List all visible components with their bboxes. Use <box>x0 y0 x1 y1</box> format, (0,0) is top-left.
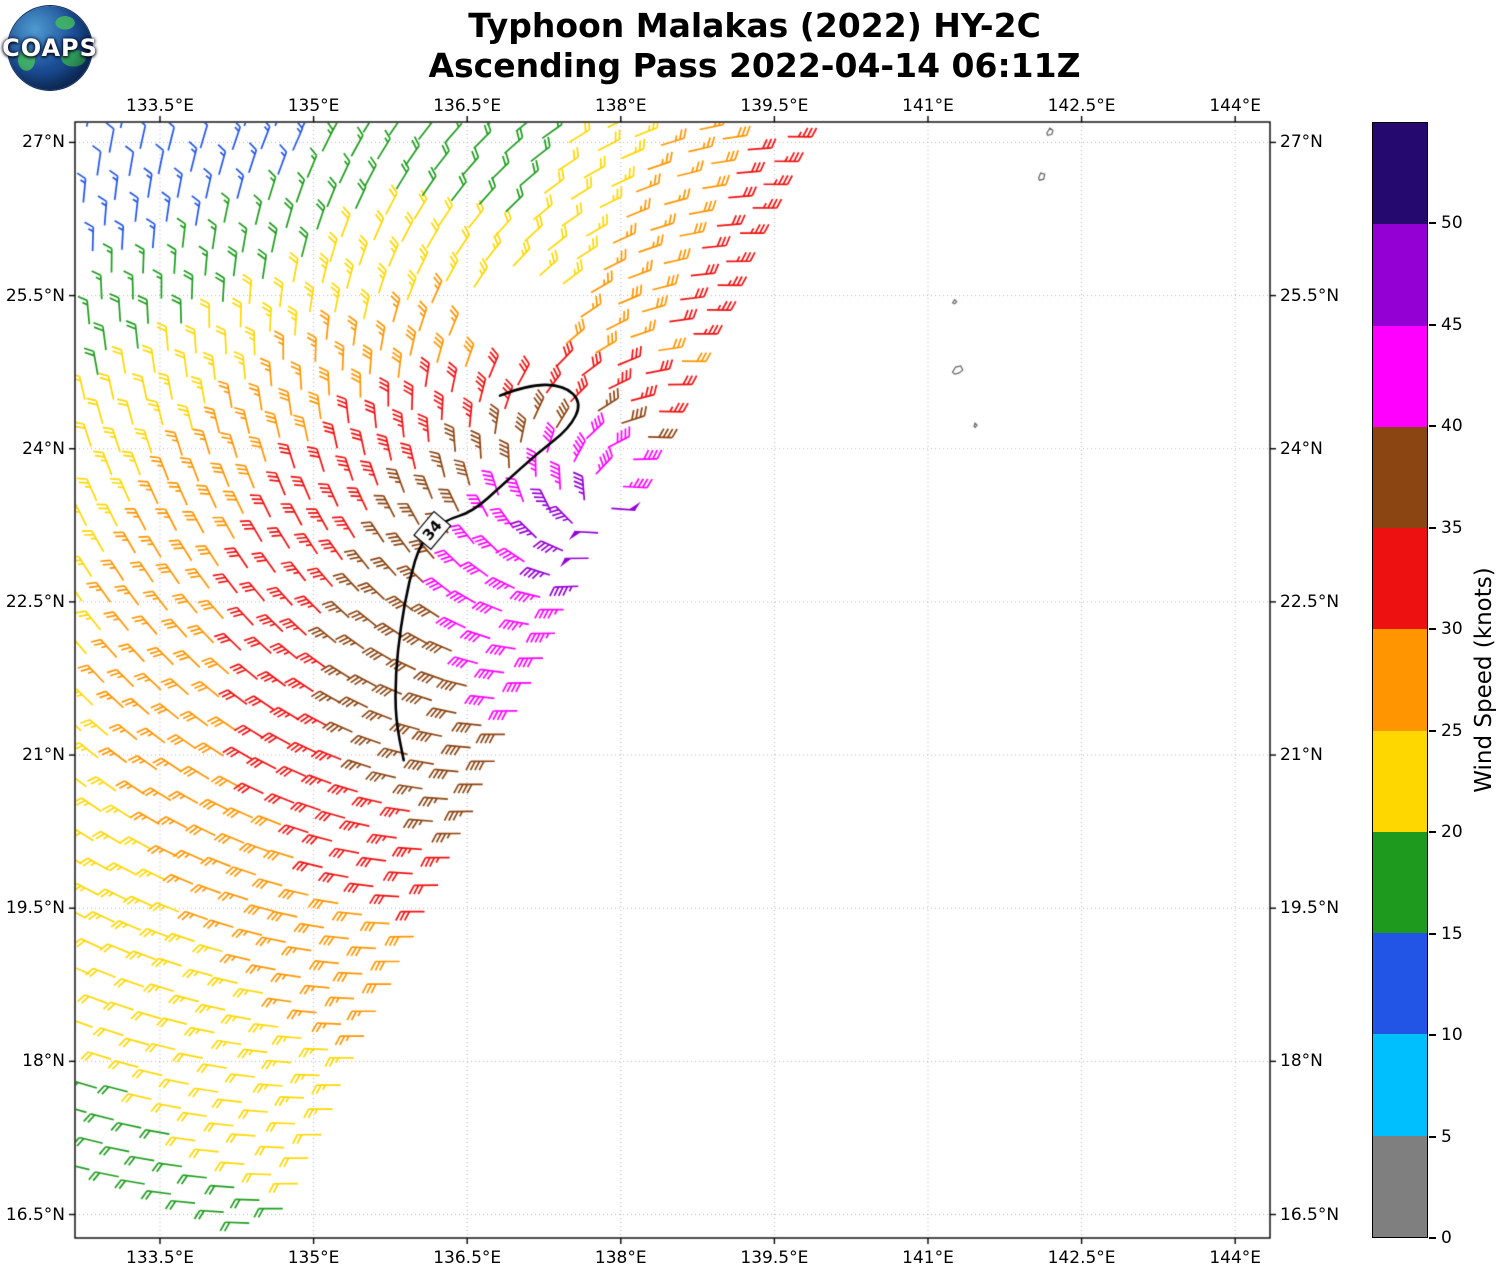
y-tick-label-left: 21°N <box>22 745 65 766</box>
colorbar-tick <box>1429 1135 1436 1138</box>
colorbar <box>1372 122 1428 1238</box>
chart-subtitle: Ascending Pass 2022-04-14 06:11Z <box>428 46 1081 85</box>
x-tick-label-top: 144°E <box>1209 96 1262 116</box>
colorbar-segment <box>1373 1034 1427 1136</box>
colorbar-tick-label: 45 <box>1441 314 1463 335</box>
colorbar-tick <box>1429 222 1436 225</box>
colorbar-axis-label: Wind Speed (knots) <box>1471 567 1497 793</box>
y-tick-label-right: 24°N <box>1280 438 1323 459</box>
colorbar-tick-label: 30 <box>1441 619 1463 640</box>
colorbar-segment <box>1373 123 1427 225</box>
colorbar-tick <box>1429 1034 1436 1037</box>
y-tick-label-left: 16.5°N <box>5 1204 65 1225</box>
y-tick-label-right: 16.5°N <box>1280 1204 1340 1225</box>
colorbar-segment <box>1373 629 1427 731</box>
colorbar-tick <box>1429 1237 1436 1239</box>
colorbar-segment <box>1373 730 1427 832</box>
y-tick-label-left: 18°N <box>22 1051 65 1072</box>
x-tick-label-bottom: 136.5°E <box>433 1248 502 1264</box>
y-tick-label-left: 25.5°N <box>5 285 65 306</box>
y-tick-label-right: 27°N <box>1280 132 1323 153</box>
x-tick-label-bottom: 142.5°E <box>1047 1248 1116 1264</box>
colorbar-segment <box>1373 224 1427 326</box>
y-tick-label-left: 22.5°N <box>5 591 65 612</box>
colorbar-tick-label: 0 <box>1441 1228 1452 1248</box>
y-tick-label-right: 25.5°N <box>1280 285 1340 306</box>
x-tick-label-top: 133.5°E <box>126 96 194 116</box>
x-tick-label-top: 141°E <box>902 96 954 116</box>
colorbar-tick-label: 20 <box>1441 822 1463 843</box>
colorbar-tick-label: 35 <box>1441 517 1463 538</box>
y-tick-label-left: 19.5°N <box>5 898 65 919</box>
x-tick-label-bottom: 138°E <box>594 1248 647 1264</box>
colorbar-tick <box>1429 526 1436 529</box>
y-tick-label-right: 18°N <box>1280 1051 1323 1072</box>
colorbar-tick <box>1429 932 1436 935</box>
y-tick-label-left: 24°N <box>22 438 65 459</box>
colorbar-tick <box>1429 831 1436 834</box>
x-tick-label-bottom: 141°E <box>902 1248 954 1264</box>
colorbar-tick-label: 25 <box>1441 720 1463 741</box>
colorbar-tick <box>1429 425 1436 428</box>
colorbar-tick <box>1429 628 1436 631</box>
colorbar-tick-label: 40 <box>1441 416 1463 437</box>
colorbar-segment <box>1373 426 1427 529</box>
colorbar-segment <box>1373 325 1427 427</box>
coaps-logo-text: COAPS <box>2 34 98 62</box>
y-tick-label-right: 22.5°N <box>1280 591 1340 612</box>
coaps-logo: COAPS <box>2 6 97 90</box>
x-tick-label-bottom: 144°E <box>1209 1248 1262 1264</box>
x-tick-label-top: 135°E <box>287 96 340 116</box>
x-tick-label-top: 142.5°E <box>1047 96 1116 116</box>
colorbar-segment <box>1373 528 1427 630</box>
chart-title: Typhoon Malakas (2022) HY-2C <box>468 6 1041 45</box>
y-tick-label-right: 19.5°N <box>1280 898 1340 919</box>
colorbar-tick <box>1429 729 1436 732</box>
x-tick-label-bottom: 133.5°E <box>126 1248 194 1264</box>
x-tick-label-bottom: 139.5°E <box>740 1248 809 1264</box>
y-tick-label-left: 27°N <box>22 132 65 153</box>
colorbar-segment <box>1373 831 1427 934</box>
colorbar-tick-label: 5 <box>1441 1126 1452 1147</box>
colorbar-segment <box>1373 1135 1427 1237</box>
x-tick-label-top: 138°E <box>594 96 647 116</box>
colorbar-tick-label: 15 <box>1441 923 1463 944</box>
colorbar-tick-label: 10 <box>1441 1025 1463 1046</box>
colorbar-tick <box>1429 323 1436 326</box>
y-tick-label-right: 21°N <box>1280 745 1323 766</box>
colorbar-tick-label: 50 <box>1441 213 1463 234</box>
x-tick-label-top: 136.5°E <box>433 96 502 116</box>
x-tick-label-bottom: 135°E <box>287 1248 340 1264</box>
x-tick-label-top: 139.5°E <box>740 96 809 116</box>
colorbar-segment <box>1373 933 1427 1035</box>
